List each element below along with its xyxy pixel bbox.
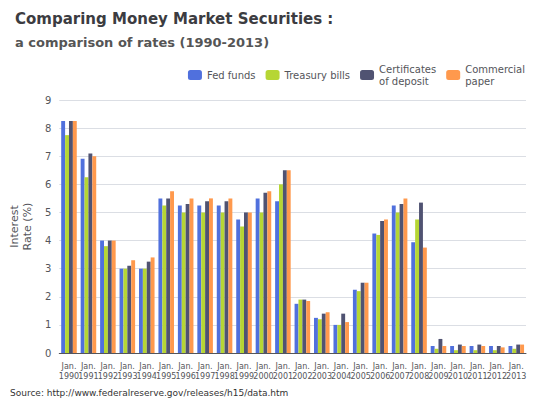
svg-text:1: 1 [45, 319, 51, 330]
svg-text:Jan.: Jan. [333, 362, 349, 371]
svg-text:Jan.: Jan. [352, 362, 368, 371]
svg-text:Jan.: Jan. [119, 362, 135, 371]
svg-text:Treasury bills: Treasury bills [284, 70, 350, 81]
svg-text:1992: 1992 [98, 372, 118, 381]
svg-text:Jan.: Jan. [99, 362, 115, 371]
svg-text:Comparing Money Market Securit: Comparing Money Market Securities : [15, 10, 333, 28]
svg-text:a comparison of rates (1990-20: a comparison of rates (1990-2013) [15, 35, 269, 50]
svg-text:2004: 2004 [331, 372, 351, 381]
svg-text:2012: 2012 [487, 372, 507, 381]
svg-text:Jan.: Jan. [430, 362, 446, 371]
svg-text:5: 5 [45, 207, 51, 218]
svg-text:8: 8 [45, 123, 51, 134]
svg-text:1998: 1998 [214, 372, 234, 381]
svg-text:2000: 2000 [253, 372, 273, 381]
svg-text:Jan.: Jan. [274, 362, 290, 371]
svg-text:Interest: Interest [8, 205, 21, 248]
svg-text:4: 4 [45, 235, 51, 246]
svg-text:Jan.: Jan. [80, 362, 96, 371]
svg-text:Jan.: Jan. [372, 362, 388, 371]
svg-text:2008: 2008 [409, 372, 429, 381]
svg-text:Jan.: Jan. [216, 362, 232, 371]
svg-text:2005: 2005 [351, 372, 371, 381]
svg-text:2003: 2003 [312, 372, 332, 381]
svg-text:Jan.: Jan. [138, 362, 154, 371]
svg-text:Fed funds: Fed funds [207, 70, 256, 81]
svg-text:2009: 2009 [428, 372, 448, 381]
svg-text:2002: 2002 [292, 372, 312, 381]
svg-text:Jan.: Jan. [177, 362, 193, 371]
svg-text:7: 7 [45, 151, 51, 162]
svg-text:Jan.: Jan. [411, 362, 427, 371]
svg-text:2013: 2013 [506, 372, 526, 381]
svg-text:2: 2 [45, 291, 51, 302]
svg-text:1996: 1996 [175, 372, 195, 381]
svg-text:Jan.: Jan. [61, 362, 77, 371]
svg-text:Jan.: Jan. [469, 362, 485, 371]
svg-text:2007: 2007 [389, 372, 409, 381]
svg-text:2011: 2011 [467, 372, 487, 381]
svg-text:Jan.: Jan. [391, 362, 407, 371]
svg-text:Rate (%): Rate (%) [21, 203, 34, 251]
svg-text:Jan.: Jan. [197, 362, 213, 371]
svg-text:Certificates: Certificates [379, 64, 436, 75]
svg-text:3: 3 [45, 263, 51, 274]
svg-text:Jan.: Jan. [488, 362, 504, 371]
svg-text:paper: paper [465, 76, 495, 87]
svg-text:Jan.: Jan. [313, 362, 329, 371]
svg-text:Jan.: Jan. [158, 362, 174, 371]
svg-text:1999: 1999 [234, 372, 254, 381]
svg-text:Jan.: Jan. [255, 362, 271, 371]
svg-text:1993: 1993 [117, 372, 137, 381]
svg-text:Jan.: Jan. [236, 362, 252, 371]
svg-text:Source: http://www.federalrese: Source: http://www.federalreserve.gov/re… [10, 388, 288, 398]
svg-text:9: 9 [45, 95, 51, 106]
svg-text:2010: 2010 [448, 372, 468, 381]
svg-text:Commercial: Commercial [465, 64, 525, 75]
svg-text:Jan.: Jan. [508, 362, 524, 371]
svg-text:1990: 1990 [59, 372, 79, 381]
svg-text:Jan.: Jan. [294, 362, 310, 371]
svg-text:of deposit: of deposit [379, 76, 429, 87]
svg-text:1994: 1994 [137, 372, 157, 381]
svg-text:0: 0 [45, 348, 51, 359]
svg-text:2001: 2001 [273, 372, 293, 381]
svg-text:6: 6 [45, 179, 51, 190]
svg-text:1995: 1995 [156, 372, 176, 381]
svg-text:2006: 2006 [370, 372, 390, 381]
svg-text:1991: 1991 [78, 372, 98, 381]
svg-text:1997: 1997 [195, 372, 215, 381]
svg-text:Jan.: Jan. [449, 362, 465, 371]
